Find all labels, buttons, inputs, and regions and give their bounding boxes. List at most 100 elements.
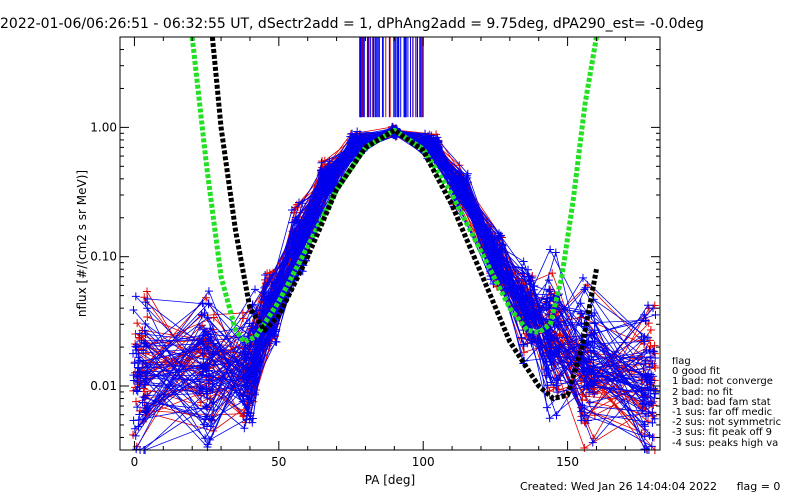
data-point — [526, 290, 535, 299]
data-point — [545, 357, 554, 366]
data-point — [496, 248, 505, 257]
data-point — [546, 285, 555, 294]
data-point — [641, 412, 650, 421]
y-axis-label: nflux [#/(cm2 s sr MeV)] — [75, 170, 89, 317]
data-point — [204, 287, 213, 296]
y-tick-label: 0.01 — [90, 379, 117, 393]
data-point — [530, 281, 539, 290]
data-point — [544, 367, 553, 376]
y-tick-label: 0.10 — [90, 250, 117, 264]
data-point — [637, 332, 646, 341]
data-point — [651, 354, 660, 363]
created-timestamp: Created: Wed Jan 26 14:04:04 2022 — [520, 480, 718, 493]
data-point — [585, 398, 594, 407]
legend-item: 1 bad: not converge — [672, 376, 773, 388]
data-point — [576, 299, 585, 308]
data-point — [316, 166, 325, 175]
data-point — [203, 440, 212, 449]
data-point — [328, 168, 337, 177]
data-point — [450, 185, 459, 194]
data-point — [577, 309, 586, 318]
data-point — [240, 424, 249, 433]
data-point — [640, 432, 649, 441]
data-point — [651, 310, 660, 319]
data-point — [261, 301, 270, 310]
data-point — [581, 283, 590, 292]
data-point — [455, 161, 464, 170]
data-point — [519, 341, 528, 350]
data-point — [354, 144, 363, 153]
data-point — [201, 327, 210, 336]
data-point — [644, 333, 653, 342]
data-point — [299, 233, 308, 242]
data-point — [143, 294, 152, 303]
data-point — [133, 403, 142, 412]
data-point — [554, 376, 563, 385]
data-point — [209, 339, 218, 348]
data-point — [495, 229, 504, 238]
data-point — [644, 369, 653, 378]
data-point — [239, 374, 248, 383]
data-point — [204, 334, 213, 343]
data-point — [242, 354, 251, 363]
data-point — [639, 393, 648, 402]
data-point — [244, 373, 253, 382]
data-point — [353, 141, 362, 150]
data-point — [643, 417, 652, 426]
data-point — [288, 218, 297, 227]
data-point — [143, 287, 152, 296]
data-point — [644, 301, 653, 310]
data-point — [209, 360, 218, 369]
legend-item: 2 bad: no fit — [672, 386, 733, 398]
data-point — [133, 387, 142, 396]
data-point — [552, 381, 561, 390]
data-point — [524, 272, 533, 281]
data-point — [141, 319, 150, 328]
data-point — [246, 367, 255, 376]
data-point — [247, 369, 256, 378]
legend-item: -1 sus: far off medic — [672, 407, 773, 419]
data-point — [519, 257, 528, 266]
data-point — [649, 372, 658, 381]
data-point — [544, 276, 553, 285]
data-point — [641, 357, 650, 366]
data-point — [542, 303, 551, 312]
data-point — [198, 363, 207, 372]
data-point — [196, 383, 205, 392]
data-point — [577, 416, 586, 425]
fit-curves — [189, 36, 599, 402]
legend-item: 0 good fit — [672, 366, 720, 378]
data-point — [132, 372, 141, 381]
data-point — [517, 283, 526, 292]
data-point — [645, 363, 654, 372]
data-point — [486, 239, 495, 248]
data-point — [421, 137, 430, 146]
data-point — [640, 337, 649, 346]
x-tick-label: 50 — [271, 455, 286, 469]
data-point — [650, 341, 659, 350]
data-point — [295, 198, 304, 207]
data-point — [199, 354, 208, 363]
data-point — [434, 138, 443, 147]
data-point — [582, 370, 591, 379]
data-point — [646, 352, 655, 361]
data-point — [353, 127, 362, 136]
x-axis-label: PA [deg] — [365, 473, 415, 487]
data-point — [545, 287, 554, 296]
data-point — [202, 403, 211, 412]
data-point — [140, 326, 149, 335]
data-point — [429, 148, 438, 157]
data-point — [551, 248, 560, 257]
data-point — [461, 182, 470, 191]
data-point — [294, 219, 303, 228]
data-point — [202, 384, 211, 393]
data-point — [204, 299, 213, 308]
data-point — [134, 364, 143, 373]
data-point — [141, 298, 150, 307]
data-point — [433, 133, 442, 142]
data-point — [251, 285, 260, 294]
flag-status: flag = 0 — [736, 480, 781, 493]
data-point — [648, 418, 657, 427]
data-point — [135, 368, 144, 377]
data-point — [589, 390, 598, 399]
